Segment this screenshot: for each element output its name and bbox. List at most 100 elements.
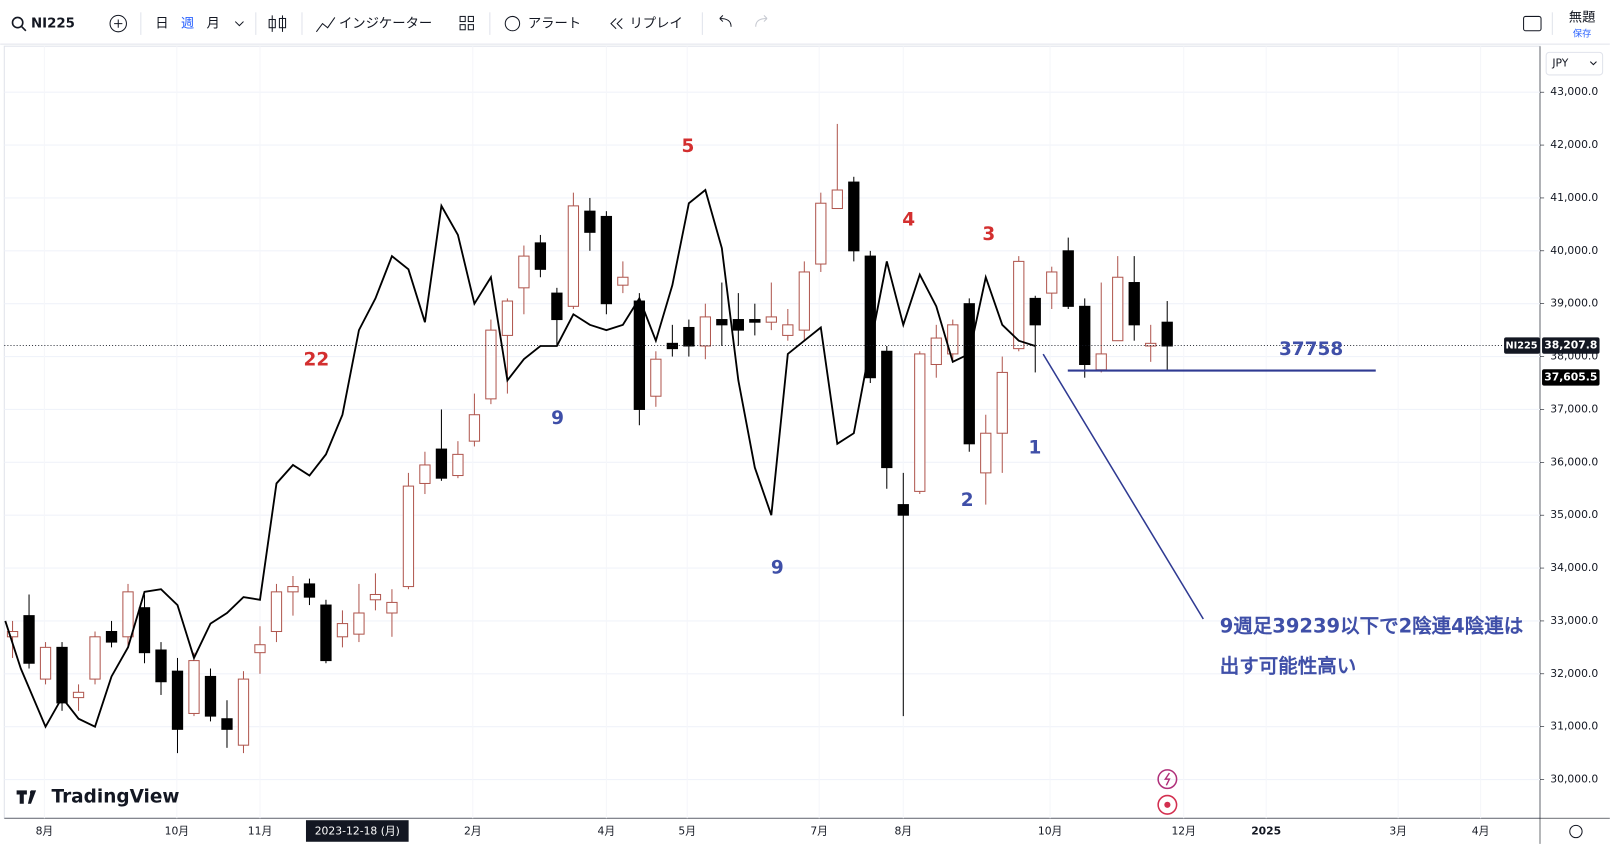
candle-body: [600, 215, 613, 305]
candle-body: [1145, 342, 1157, 347]
candle-body: [848, 181, 860, 252]
interval-day[interactable]: 日: [155, 17, 168, 32]
annotation: 4: [902, 210, 915, 231]
candle-body: [650, 358, 662, 397]
currency[interactable]: JPY: [1551, 57, 1568, 70]
search-icon[interactable]: [11, 16, 24, 29]
candle-body: [551, 292, 563, 321]
candle-body: [683, 326, 695, 347]
plot: 30,000.0 31,000.0 32,000.0 33,000.0 34,000.0…: [4, 46, 1600, 842]
y-tick-label: 33,000.0: [1550, 614, 1598, 627]
candle-body: [1095, 353, 1107, 371]
candle-body: [254, 644, 266, 654]
candle-body: [980, 432, 992, 474]
annotation: 5: [682, 136, 695, 157]
candle-body: [122, 591, 134, 638]
y-tick-label: 36,000.0: [1550, 455, 1598, 468]
x-tick-label: 7月: [810, 824, 828, 837]
candle-body: [138, 607, 151, 654]
candle-body: [419, 464, 431, 484]
candle-body: [633, 300, 646, 410]
settings-icon[interactable]: [1569, 824, 1583, 839]
interval-month[interactable]: 月: [207, 17, 220, 32]
event-icon[interactable]: [1157, 769, 1178, 790]
price-tag: [1542, 337, 1600, 354]
annotation: 37758: [1279, 339, 1343, 360]
interval-dropdown[interactable]: [234, 21, 244, 27]
candle-body: [584, 210, 596, 233]
templates-icon[interactable]: [459, 15, 474, 31]
overlay-line: [4, 188, 1036, 729]
candle-body: [485, 329, 497, 400]
symbol[interactable]: NI225: [31, 17, 75, 32]
candle-body: [897, 504, 909, 516]
candle-body: [782, 324, 794, 336]
candle-body: [23, 615, 35, 664]
layout-icon[interactable]: [1523, 15, 1542, 32]
x-tick-label: 3月: [1389, 824, 1407, 837]
currency-dropdown: [1589, 61, 1597, 66]
crosshair-date: 2023-12-18 (月): [315, 824, 400, 837]
candle-body: [699, 316, 711, 347]
undo[interactable]: [719, 15, 732, 27]
candle-body: [749, 319, 761, 323]
price-tag: [1542, 369, 1600, 386]
x-tick-label: 5月: [678, 824, 696, 837]
interval-week[interactable]: 週: [181, 16, 194, 32]
alert-icon[interactable]: [504, 15, 521, 32]
candle-body: [501, 300, 514, 336]
currency-box[interactable]: [1545, 51, 1604, 76]
candle-body: [56, 646, 68, 704]
x-tick-label: 10月: [165, 824, 189, 837]
redo[interactable]: [755, 15, 768, 27]
x-tick-label: 2月: [464, 824, 482, 837]
replay-icon[interactable]: [610, 18, 623, 30]
event-icon: [1163, 772, 1171, 786]
candle-body: [320, 604, 332, 662]
indicators-icon[interactable]: [315, 17, 336, 33]
candle-body: [534, 242, 547, 270]
candle-body: [732, 319, 744, 331]
trend-drawing[interactable]: [1042, 353, 1204, 620]
candle-body: [947, 324, 959, 355]
candle-body: [237, 678, 250, 746]
candle-body: [798, 271, 810, 331]
layout-name[interactable]: 無題: [1569, 9, 1596, 25]
replay[interactable]: リプレイ: [629, 16, 682, 32]
indicators[interactable]: インジケーター: [339, 16, 432, 32]
candle-body: [815, 202, 827, 265]
candle-body: [1062, 250, 1074, 307]
alert[interactable]: アラート: [528, 17, 581, 32]
candle-body: [1029, 297, 1041, 326]
candle-body: [39, 646, 52, 680]
x-tick-label: 11月: [248, 824, 272, 837]
candle-body: [1161, 321, 1173, 347]
y-tick-label: 43,000.0: [1550, 85, 1598, 98]
y-tick-label: 35,000.0: [1550, 508, 1598, 521]
event-icon[interactable]: [1157, 794, 1178, 815]
toolbar: NI225 日 週 月 インジケーター アラート リプレイ 無題 保存: [0, 9, 1610, 45]
brand-logo: [16, 790, 37, 804]
annotation: 1: [1029, 438, 1042, 459]
candle-body: [716, 319, 728, 326]
candle-body: [1079, 305, 1091, 366]
price-tag-label: 38,207.8: [1544, 339, 1597, 352]
y-tick-label: 39,000.0: [1550, 297, 1598, 310]
y-tick-label: 40,000.0: [1550, 244, 1598, 257]
candle-body: [1112, 276, 1124, 342]
symbol-tag-label: NI225: [1505, 341, 1537, 352]
y-tick-label: 42,000.0: [1550, 138, 1598, 151]
crosshair-date-box: [305, 820, 409, 842]
x-tick-label: 2025: [1251, 824, 1281, 837]
annotation: 3: [982, 224, 995, 245]
y-tick-label: 31,000.0: [1550, 720, 1598, 733]
add-compare[interactable]: [109, 14, 127, 33]
annotation: 2: [961, 490, 974, 511]
save[interactable]: 保存: [1573, 27, 1591, 39]
candle-body: [617, 276, 629, 286]
candle-body: [468, 414, 481, 442]
y-tick-label: 32,000.0: [1550, 667, 1598, 680]
candle-body: [155, 649, 167, 683]
candle-body: [353, 612, 365, 635]
